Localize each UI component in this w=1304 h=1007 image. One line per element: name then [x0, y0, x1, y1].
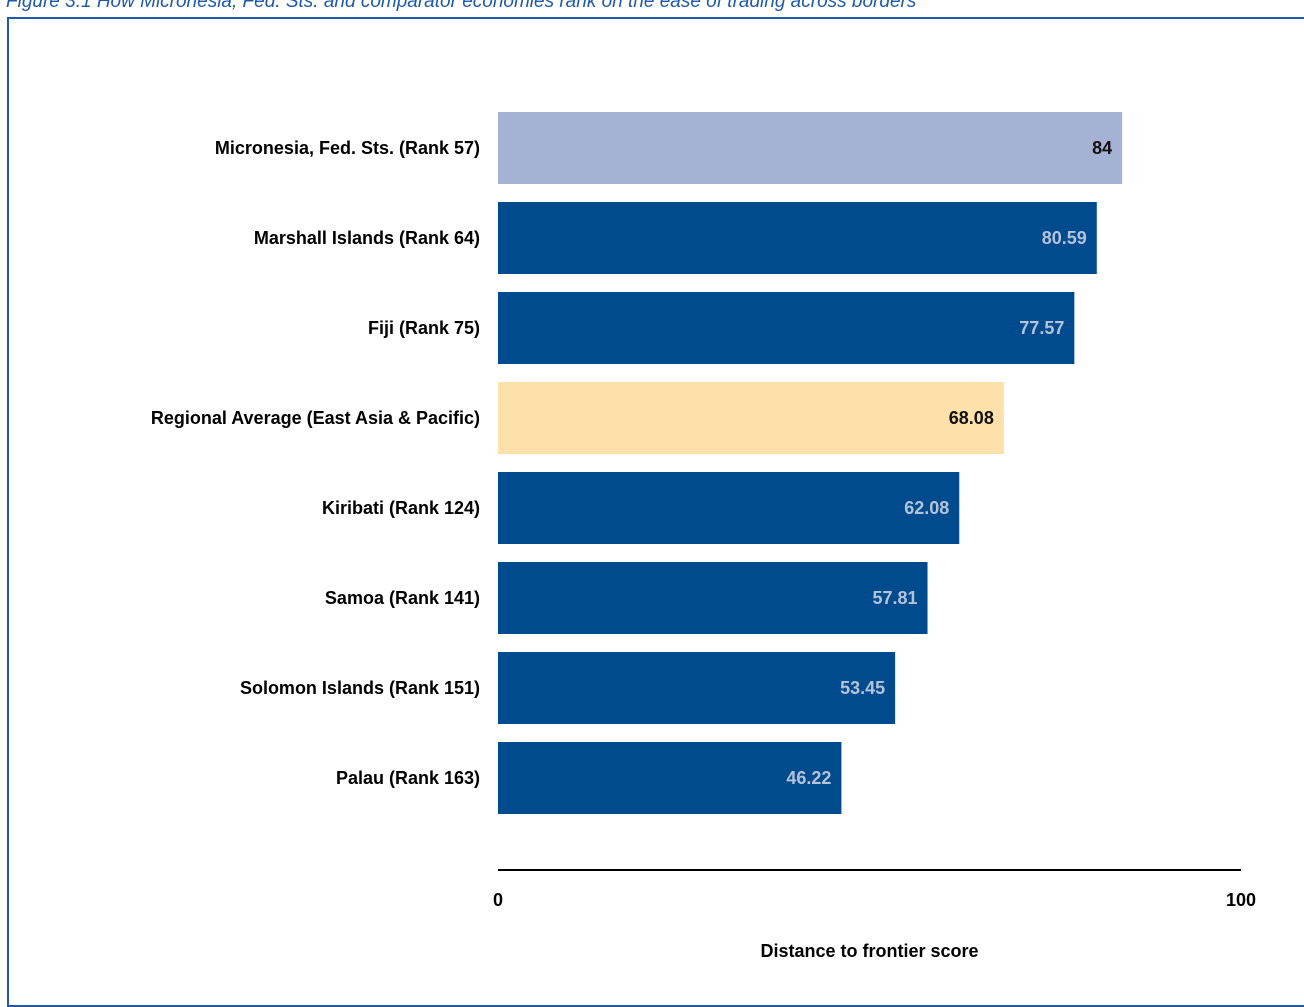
category-labels-group: Micronesia, Fed. Sts. (Rank 57) Marshall …: [151, 138, 480, 788]
category-label-5: Samoa (Rank 141): [325, 588, 480, 608]
x-tick-label-max: 100: [1226, 890, 1256, 910]
value-label-0: 84: [1092, 138, 1112, 158]
value-label-5: 57.81: [872, 588, 917, 608]
figure-title: Figure 3.1 How Micronesia, Fed. Sts. and…: [6, 0, 917, 12]
value-label-7: 46.22: [786, 768, 831, 788]
value-labels-group: 84 80.59 77.57 68.08 62.08 57.81 53.45 46.22: [786, 138, 1112, 788]
category-label-0: Micronesia, Fed. Sts. (Rank 57): [215, 138, 480, 158]
value-label-6: 53.45: [840, 678, 885, 698]
bar-0: [498, 112, 1123, 184]
category-label-6: Solomon Islands (Rank 151): [240, 678, 480, 698]
value-label-4: 62.08: [904, 498, 949, 518]
x-axis-title: Distance to frontier score: [760, 941, 978, 961]
value-label-1: 80.59: [1042, 228, 1087, 248]
bar-3: [498, 382, 1004, 454]
bars-group: [498, 112, 1123, 814]
category-label-2: Fiji (Rank 75): [368, 318, 480, 338]
category-label-7: Palau (Rank 163): [336, 768, 480, 788]
bar-5: [498, 562, 928, 634]
value-label-3: 68.08: [949, 408, 994, 428]
bar-4: [498, 472, 960, 544]
value-label-2: 77.57: [1019, 318, 1064, 338]
x-tick-label-min: 0: [493, 890, 503, 910]
category-label-3: Regional Average (East Asia & Pacific): [151, 408, 480, 428]
bar-2: [498, 292, 1075, 364]
bar-6: [498, 652, 896, 724]
category-label-4: Kiribati (Rank 124): [322, 498, 480, 518]
category-label-1: Marshall Islands (Rank 64): [254, 228, 480, 248]
bar-1: [498, 202, 1097, 274]
bar-7: [498, 742, 842, 814]
